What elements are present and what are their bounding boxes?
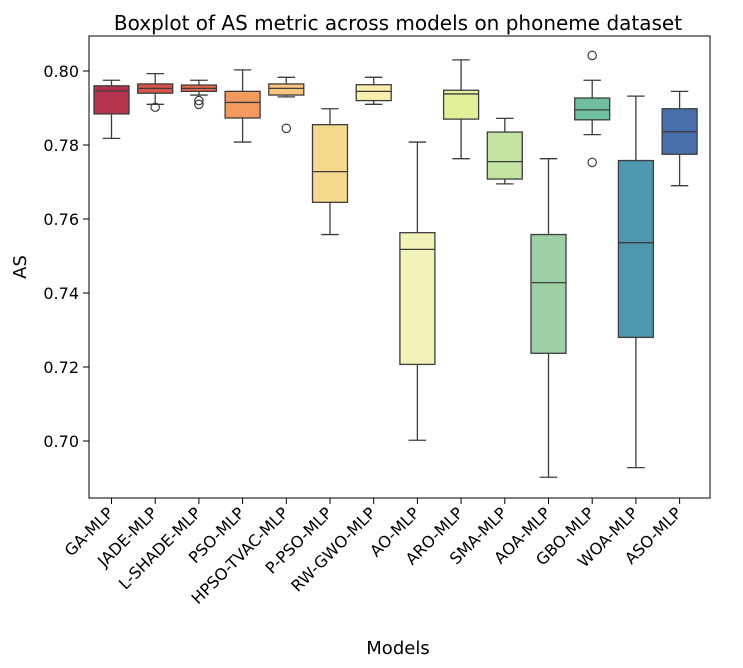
box-woa-mlp <box>617 95 655 469</box>
box-sma-mlp <box>486 117 523 185</box>
iqr-box <box>311 124 349 203</box>
outlier-point <box>587 157 597 168</box>
box-l-shade-mlp <box>180 79 218 110</box>
y-tick-label: 0.74 <box>43 284 79 303</box>
iqr-box <box>442 89 480 120</box>
y-axis-label: AS <box>10 255 31 279</box>
plot-frame <box>88 35 711 499</box>
axes: GA-MLPJADE-MLPL-SHADE-MLPPSO-MLPHPSO-TVA… <box>43 62 685 608</box>
iqr-box <box>574 97 611 121</box>
y-tick-label: 0.72 <box>43 358 79 377</box>
box-ao-mlp <box>399 141 436 441</box>
y-tick-label: 0.78 <box>43 136 79 155</box>
box-p-pso-mlp <box>311 108 349 236</box>
y-tick-label: 0.76 <box>43 210 79 229</box>
box-gbo-mlp <box>574 50 611 168</box>
iqr-box <box>617 159 655 339</box>
iqr-box <box>399 232 436 366</box>
box-aro-mlp <box>442 59 480 160</box>
x-axis-label: Models <box>366 638 429 659</box>
outlier-point <box>281 123 292 134</box>
box-pso-mlp <box>224 69 261 143</box>
outlier-point <box>194 99 204 110</box>
box-rw-gwo-mlp <box>355 76 392 105</box>
iqr-box <box>530 233 567 354</box>
outlier-point <box>194 95 204 106</box>
iqr-box <box>268 83 305 96</box>
y-tick-label: 0.80 <box>43 62 79 81</box>
box-jade-mlp <box>137 72 174 113</box>
plot-area <box>93 50 698 478</box>
iqr-box <box>355 84 392 102</box>
outlier-point <box>587 50 597 61</box>
chart-title: Boxplot of AS metric across models on ph… <box>114 11 682 35</box>
outlier-point <box>150 102 160 113</box>
box-aoa-mlp <box>530 158 567 478</box>
box-ga-mlp <box>93 79 130 139</box>
box-aso-mlp <box>661 90 698 187</box>
box-hpso-tvac-mlp <box>268 76 305 134</box>
y-tick-label: 0.70 <box>43 432 79 451</box>
iqr-box <box>93 85 130 115</box>
iqr-box <box>486 131 523 180</box>
iqr-box <box>224 90 261 119</box>
